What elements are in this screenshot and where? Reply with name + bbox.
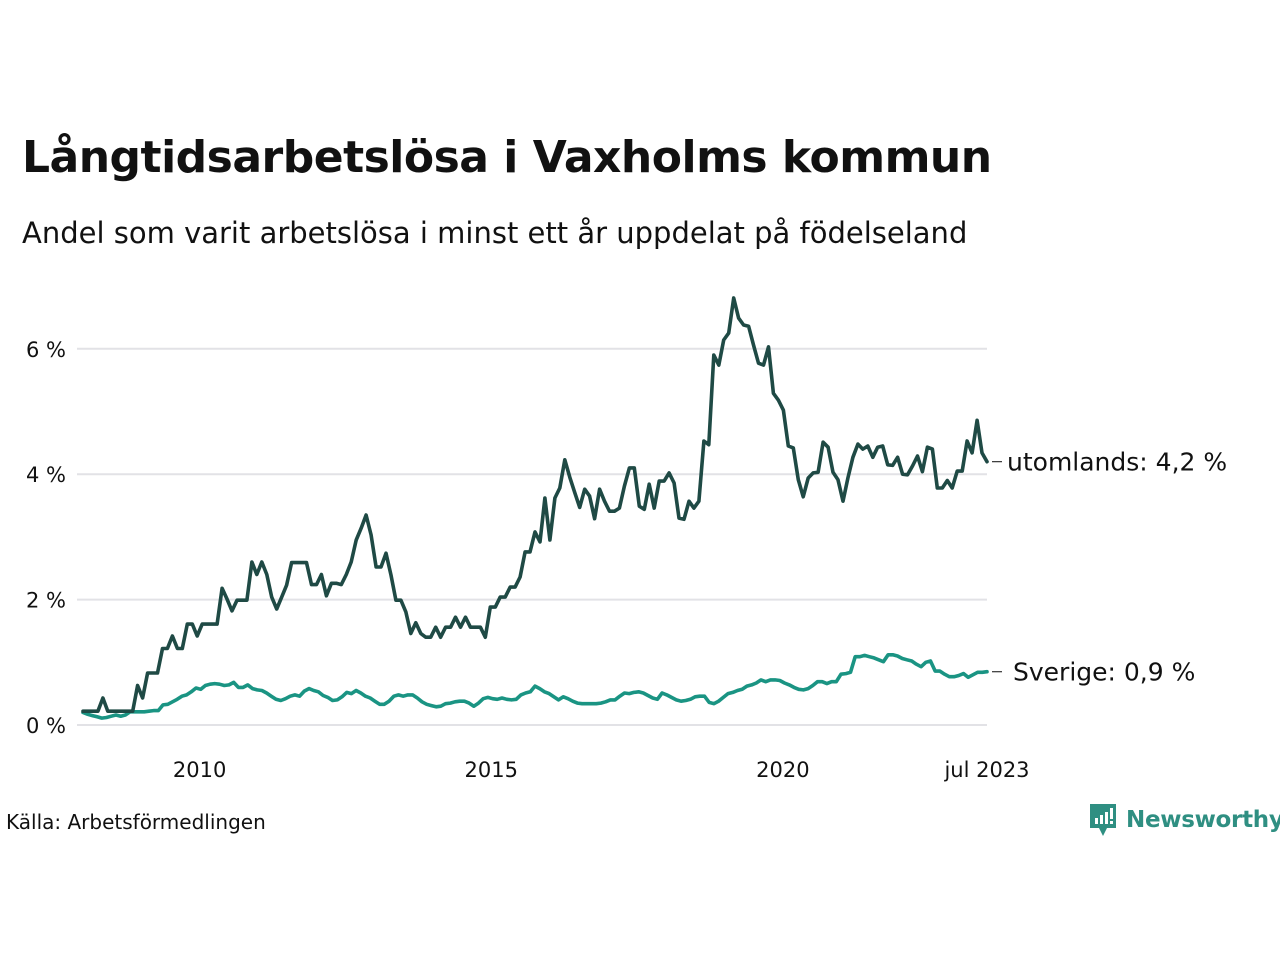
series-line-sverige	[81, 652, 989, 720]
newsworthy-bar-chart-bubble-icon	[1090, 804, 1116, 836]
x-tick-label: 2010	[173, 758, 226, 782]
chart-title: Långtidsarbetslösa i Vaxholms kommun	[22, 132, 992, 183]
brand-logo: Newsworthy	[1088, 802, 1280, 838]
series-line-utomlands	[81, 296, 989, 714]
y-tick-label: 6 %	[26, 338, 66, 362]
x-tick-label: 2020	[756, 758, 809, 782]
brand-name: Newsworthy	[1126, 807, 1280, 833]
x-tick-label: 2015	[465, 758, 518, 782]
series-lines	[81, 296, 989, 720]
y-axis: 0 % 2 % 4 % 6 %	[26, 338, 66, 738]
x-axis: 2010 2015 2020 jul 2023	[173, 758, 1030, 782]
end-label-utomlands: utomlands: 4,2 %	[1007, 448, 1227, 477]
series-end-labels: utomlands: 4,2 % Sverige: 0,9 %	[992, 448, 1227, 687]
y-tick-label: 0 %	[26, 714, 66, 738]
source-note: Källa: Arbetsförmedlingen	[6, 810, 266, 834]
end-label-sverige: Sverige: 0,9 %	[1013, 658, 1195, 687]
y-tick-label: 4 %	[26, 463, 66, 487]
y-tick-label: 2 %	[26, 589, 66, 613]
chart-subtitle: Andel som varit arbetslösa i minst ett å…	[22, 216, 968, 250]
x-tick-label: jul 2023	[943, 758, 1029, 782]
